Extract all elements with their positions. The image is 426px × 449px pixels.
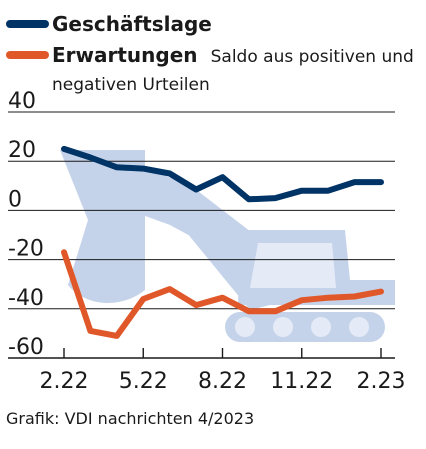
x-tick-label: 5.22 (119, 369, 168, 394)
legend-label-erwartungen: Erwartungen (52, 43, 198, 67)
legend-note-line-1: Saldo aus positiven und (211, 47, 414, 67)
y-tick-label: -60 (8, 335, 44, 360)
y-tick-label: -20 (8, 237, 44, 262)
excavator-window (250, 243, 336, 288)
x-tick-label: 11.22 (270, 369, 333, 394)
y-tick-label: 0 (8, 187, 22, 212)
y-tick-label: -40 (8, 286, 44, 311)
excavator-track (225, 312, 385, 342)
x-tick-label: 2.22 (40, 369, 89, 394)
excavator-icon (60, 150, 395, 342)
excavator-wheel (273, 317, 293, 337)
y-tick-label: 40 (8, 89, 36, 114)
x-tick-label: 8.22 (198, 369, 247, 394)
legend-row-erwartungen: Erwartungen Saldo aus positiven und (52, 43, 414, 67)
series-line-erwartungen (61, 249, 384, 339)
legend: Geschäftslage Erwartungen Saldo aus posi… (6, 12, 414, 95)
legend-note-line-2: negativen Urteilen (52, 75, 210, 95)
excavator-wheel (235, 317, 255, 337)
credit-line: Grafik: VDI nachrichten 4/2023 (6, 409, 254, 428)
x-tick-label: 2.23 (357, 369, 406, 394)
legend-label-geschaeftslage: Geschäftslage (52, 12, 212, 36)
y-tick-label: 20 (8, 138, 36, 163)
excavator-wheel (311, 317, 331, 337)
excavator-wheel (349, 317, 369, 337)
